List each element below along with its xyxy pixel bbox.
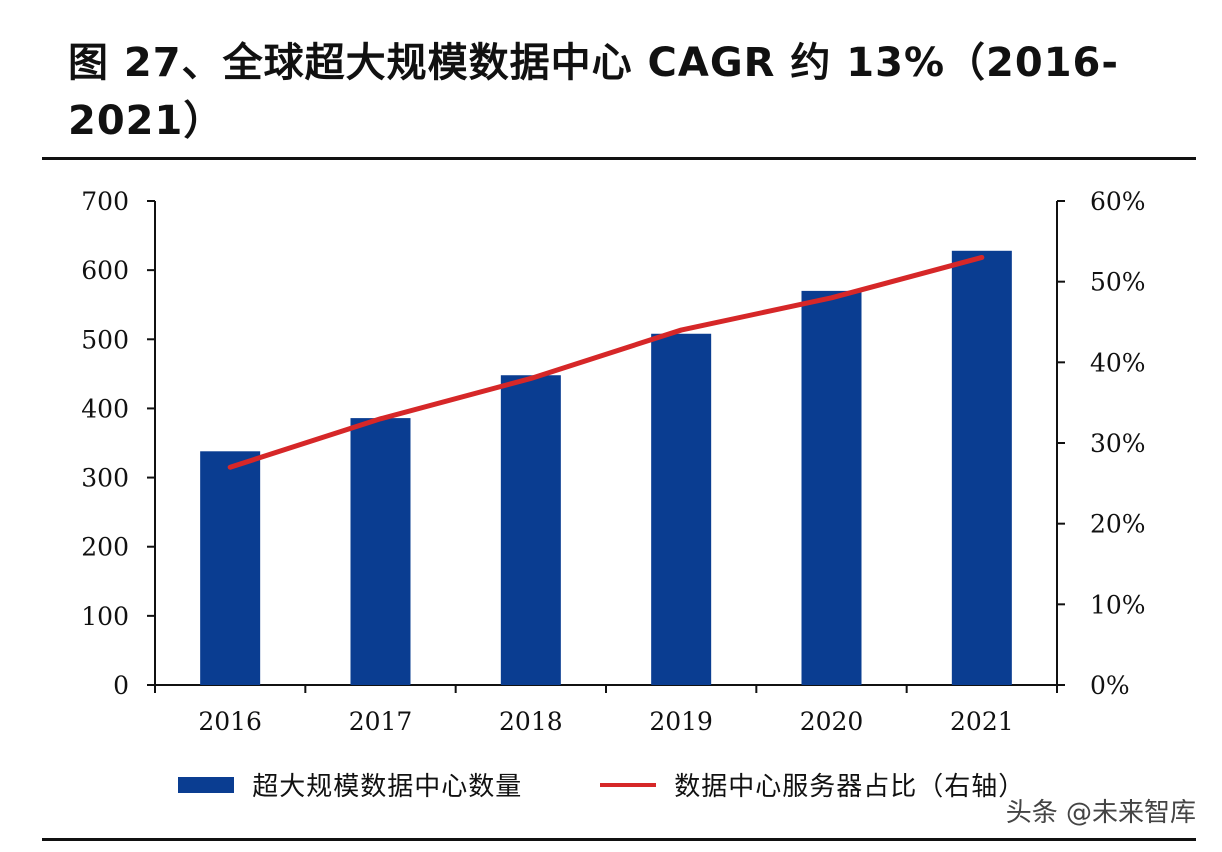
right-tick-label: 40% — [1090, 348, 1146, 377]
left-tick-label: 700 — [81, 187, 129, 216]
right-tick-label: 60% — [1090, 187, 1146, 216]
legend-item-bars: 超大规模数据中心数量 — [178, 766, 522, 803]
bar-2016 — [200, 451, 261, 685]
right-tick-label: 10% — [1090, 590, 1146, 619]
left-tick-label: 600 — [81, 256, 129, 285]
share-line-series — [227, 254, 985, 470]
bar-2019 — [651, 333, 712, 685]
legend-item-line: 数据中心服务器占比（右轴） — [600, 766, 1025, 803]
bar-2018 — [500, 375, 561, 685]
title-divider — [42, 157, 1196, 160]
bottom-divider — [42, 838, 1196, 841]
chart-title: 图 27、全球超大规模数据中心 CAGR 约 13%（2016-2021） — [68, 40, 1119, 144]
x-tick-label: 2017 — [349, 707, 413, 736]
bar-2017 — [350, 418, 411, 685]
bar-2021 — [951, 250, 1012, 686]
x-tick-label: 2018 — [499, 707, 563, 736]
left-tick-label: 300 — [81, 464, 129, 493]
right-tick-label: 50% — [1090, 268, 1146, 297]
left-tick-label: 0 — [113, 671, 129, 700]
legend-swatch-bars — [178, 776, 234, 793]
bar-2020 — [801, 290, 862, 685]
legend-label-bars: 超大规模数据中心数量 — [252, 772, 523, 802]
watermark: 头条 @未来智库 — [1005, 798, 1196, 828]
legend-label-line: 数据中心服务器占比（右轴） — [674, 772, 1026, 802]
x-tick-label: 2016 — [198, 707, 262, 736]
right-tick-label: 20% — [1090, 510, 1146, 539]
x-tick-label: 2020 — [800, 707, 864, 736]
left-tick-label: 500 — [81, 325, 129, 354]
right-tick-label: 30% — [1090, 429, 1146, 458]
combo-chart: 0 100 200 300 400 500 600 700 0% 10% 20% 30% 40% 50% 6… — [81, 187, 1146, 736]
right-tick-label: 0% — [1090, 671, 1130, 700]
left-tick-label: 100 — [81, 602, 129, 631]
legend-swatch-line — [600, 782, 656, 787]
left-tick-label: 400 — [81, 394, 129, 423]
x-tick-label: 2019 — [649, 707, 713, 736]
left-tick-label: 200 — [81, 533, 129, 562]
x-tick-label: 2021 — [950, 707, 1014, 736]
